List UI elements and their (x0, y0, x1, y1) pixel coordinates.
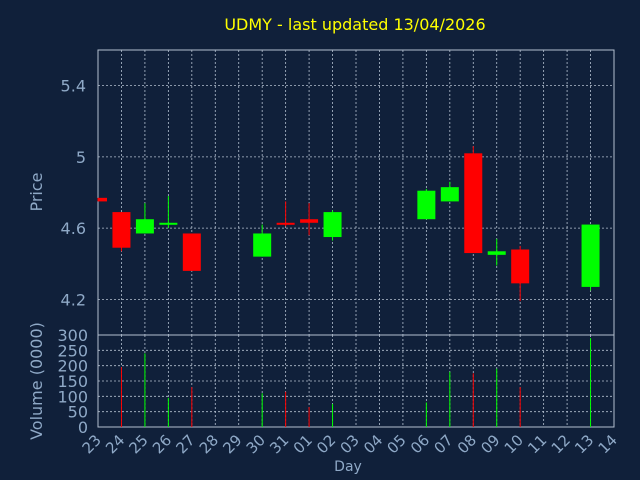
volume-tick-label: 250 (57, 341, 88, 360)
candle-body (464, 153, 483, 254)
volume-grid (97, 334, 615, 428)
candle-body (253, 233, 272, 257)
candle-body (417, 190, 436, 220)
x-tick-label: 03 (337, 431, 363, 457)
x-tick-label: 28 (196, 431, 222, 457)
volume-tick-label: 50 (68, 403, 88, 422)
x-tick-label: 09 (477, 431, 503, 457)
volume-bars (120, 338, 592, 427)
volume-axis-label: Volume (0000) (27, 322, 46, 440)
price-plot-frame (97, 49, 615, 336)
volume-plot-frame (97, 334, 615, 428)
candles (97, 146, 600, 302)
x-axis-label: Day (334, 459, 362, 475)
candle-body (300, 219, 319, 223)
x-tick-label: 31 (266, 431, 292, 457)
volume-tick-label: 0 (78, 418, 88, 437)
x-tick-label: 25 (126, 431, 152, 457)
volume-tick-label: 150 (57, 372, 88, 391)
x-tick-label: 14 (595, 431, 621, 457)
candle-body (487, 251, 506, 255)
candle-body (135, 219, 154, 234)
candle-body (182, 233, 201, 271)
candle-body (159, 222, 178, 225)
price-tick-label: 4.2 (61, 290, 86, 309)
price-tick-labels: 4.2 4.6 5 5.4 (61, 77, 86, 310)
x-tick-label: 04 (360, 431, 386, 457)
volume-tick-label: 300 (57, 326, 88, 345)
price-grid (97, 50, 615, 335)
volume-tick-label: 100 (57, 387, 88, 406)
x-tick-label: 29 (219, 431, 245, 457)
candle-body (98, 197, 107, 202)
candle-body (276, 222, 295, 225)
x-tick-label: 06 (407, 431, 433, 457)
price-tick-label: 5 (76, 148, 86, 167)
candle-body (112, 212, 131, 248)
x-tick-label: 30 (243, 431, 269, 457)
price-tick-label: 5.4 (61, 77, 86, 96)
chart-title: UDMY - last updated 13/04/2026 (224, 15, 485, 34)
x-tick-label: 05 (384, 431, 410, 457)
x-tick-label: 24 (102, 431, 128, 457)
x-tick-label: 01 (290, 431, 316, 457)
candle-body (440, 187, 459, 202)
price-axis-label: Price (27, 172, 46, 211)
candle-body (511, 249, 530, 284)
x-tick-label: 07 (430, 431, 456, 457)
x-tick-labels: 2324252627282930310102030405060708091011… (79, 431, 621, 457)
x-tick-label: 26 (149, 431, 175, 457)
x-tick-label: 12 (548, 431, 574, 457)
x-tick-label: 27 (172, 431, 198, 457)
volume-tick-label: 200 (57, 357, 88, 376)
x-tick-label: 13 (571, 431, 597, 457)
candle-body (323, 212, 342, 238)
x-tick-label: 02 (313, 431, 339, 457)
x-tick-label: 11 (524, 431, 550, 457)
candle-body (581, 224, 600, 287)
x-tick-label: 08 (454, 431, 480, 457)
x-tick-label: 10 (501, 431, 527, 457)
price-tick-label: 4.6 (61, 219, 86, 238)
